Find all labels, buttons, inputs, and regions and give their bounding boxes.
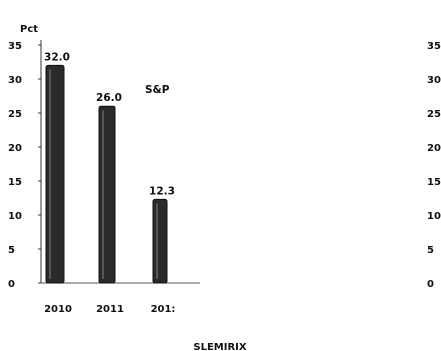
y-tick-label: 30 — [8, 75, 22, 86]
y-tick-label: 5 — [8, 245, 15, 256]
y-tick-label: 25 — [8, 109, 22, 120]
x-tick-label: 201: — [151, 304, 176, 315]
data-label: 12.3 — [149, 185, 175, 197]
right-tick-label: 15 — [427, 177, 441, 188]
bar-highlight — [156, 203, 158, 279]
data-label: 32.0 — [44, 51, 70, 63]
x-tick-label: 2011 — [96, 304, 124, 315]
y-tick-label: 35 — [8, 41, 22, 52]
y-tick-label: 0 — [8, 279, 15, 290]
footer-label: SLEMIRIX — [193, 342, 246, 351]
right-tick-label: 10 — [427, 211, 441, 222]
y-tick-label: 10 — [8, 211, 22, 222]
bar-2011 — [98, 105, 116, 284]
y-tick-label: 15 — [8, 177, 22, 188]
x-tick-labels: 2010 2011 201: — [44, 304, 175, 315]
right-tick-label: 25 — [427, 109, 441, 120]
bars — [45, 64, 168, 284]
y-axis-label: Pct — [20, 24, 38, 35]
right-tick-label: 35 — [427, 41, 441, 52]
right-tick-label: 20 — [427, 143, 441, 154]
y-tick-label: 20 — [8, 143, 22, 154]
right-tick-label: 0 — [427, 279, 434, 290]
bar-highlight — [102, 110, 104, 279]
data-label: 26.0 — [96, 92, 122, 104]
bar-201 — [152, 198, 168, 284]
y-tick-labels: 0 5 10 15 20 25 30 35 — [8, 41, 41, 290]
right-tick-label: 30 — [427, 75, 441, 86]
right-axis-tick-labels: 0 5 10 15 20 25 30 35 — [427, 41, 441, 290]
annotation-label: S&P — [145, 84, 170, 96]
bar-2010 — [45, 64, 65, 284]
x-tick-label: 2010 — [44, 304, 72, 315]
bar-highlight — [49, 69, 51, 280]
data-labels: 32.0 26.0 12.3 — [44, 51, 175, 197]
right-tick-label: 5 — [427, 245, 434, 256]
